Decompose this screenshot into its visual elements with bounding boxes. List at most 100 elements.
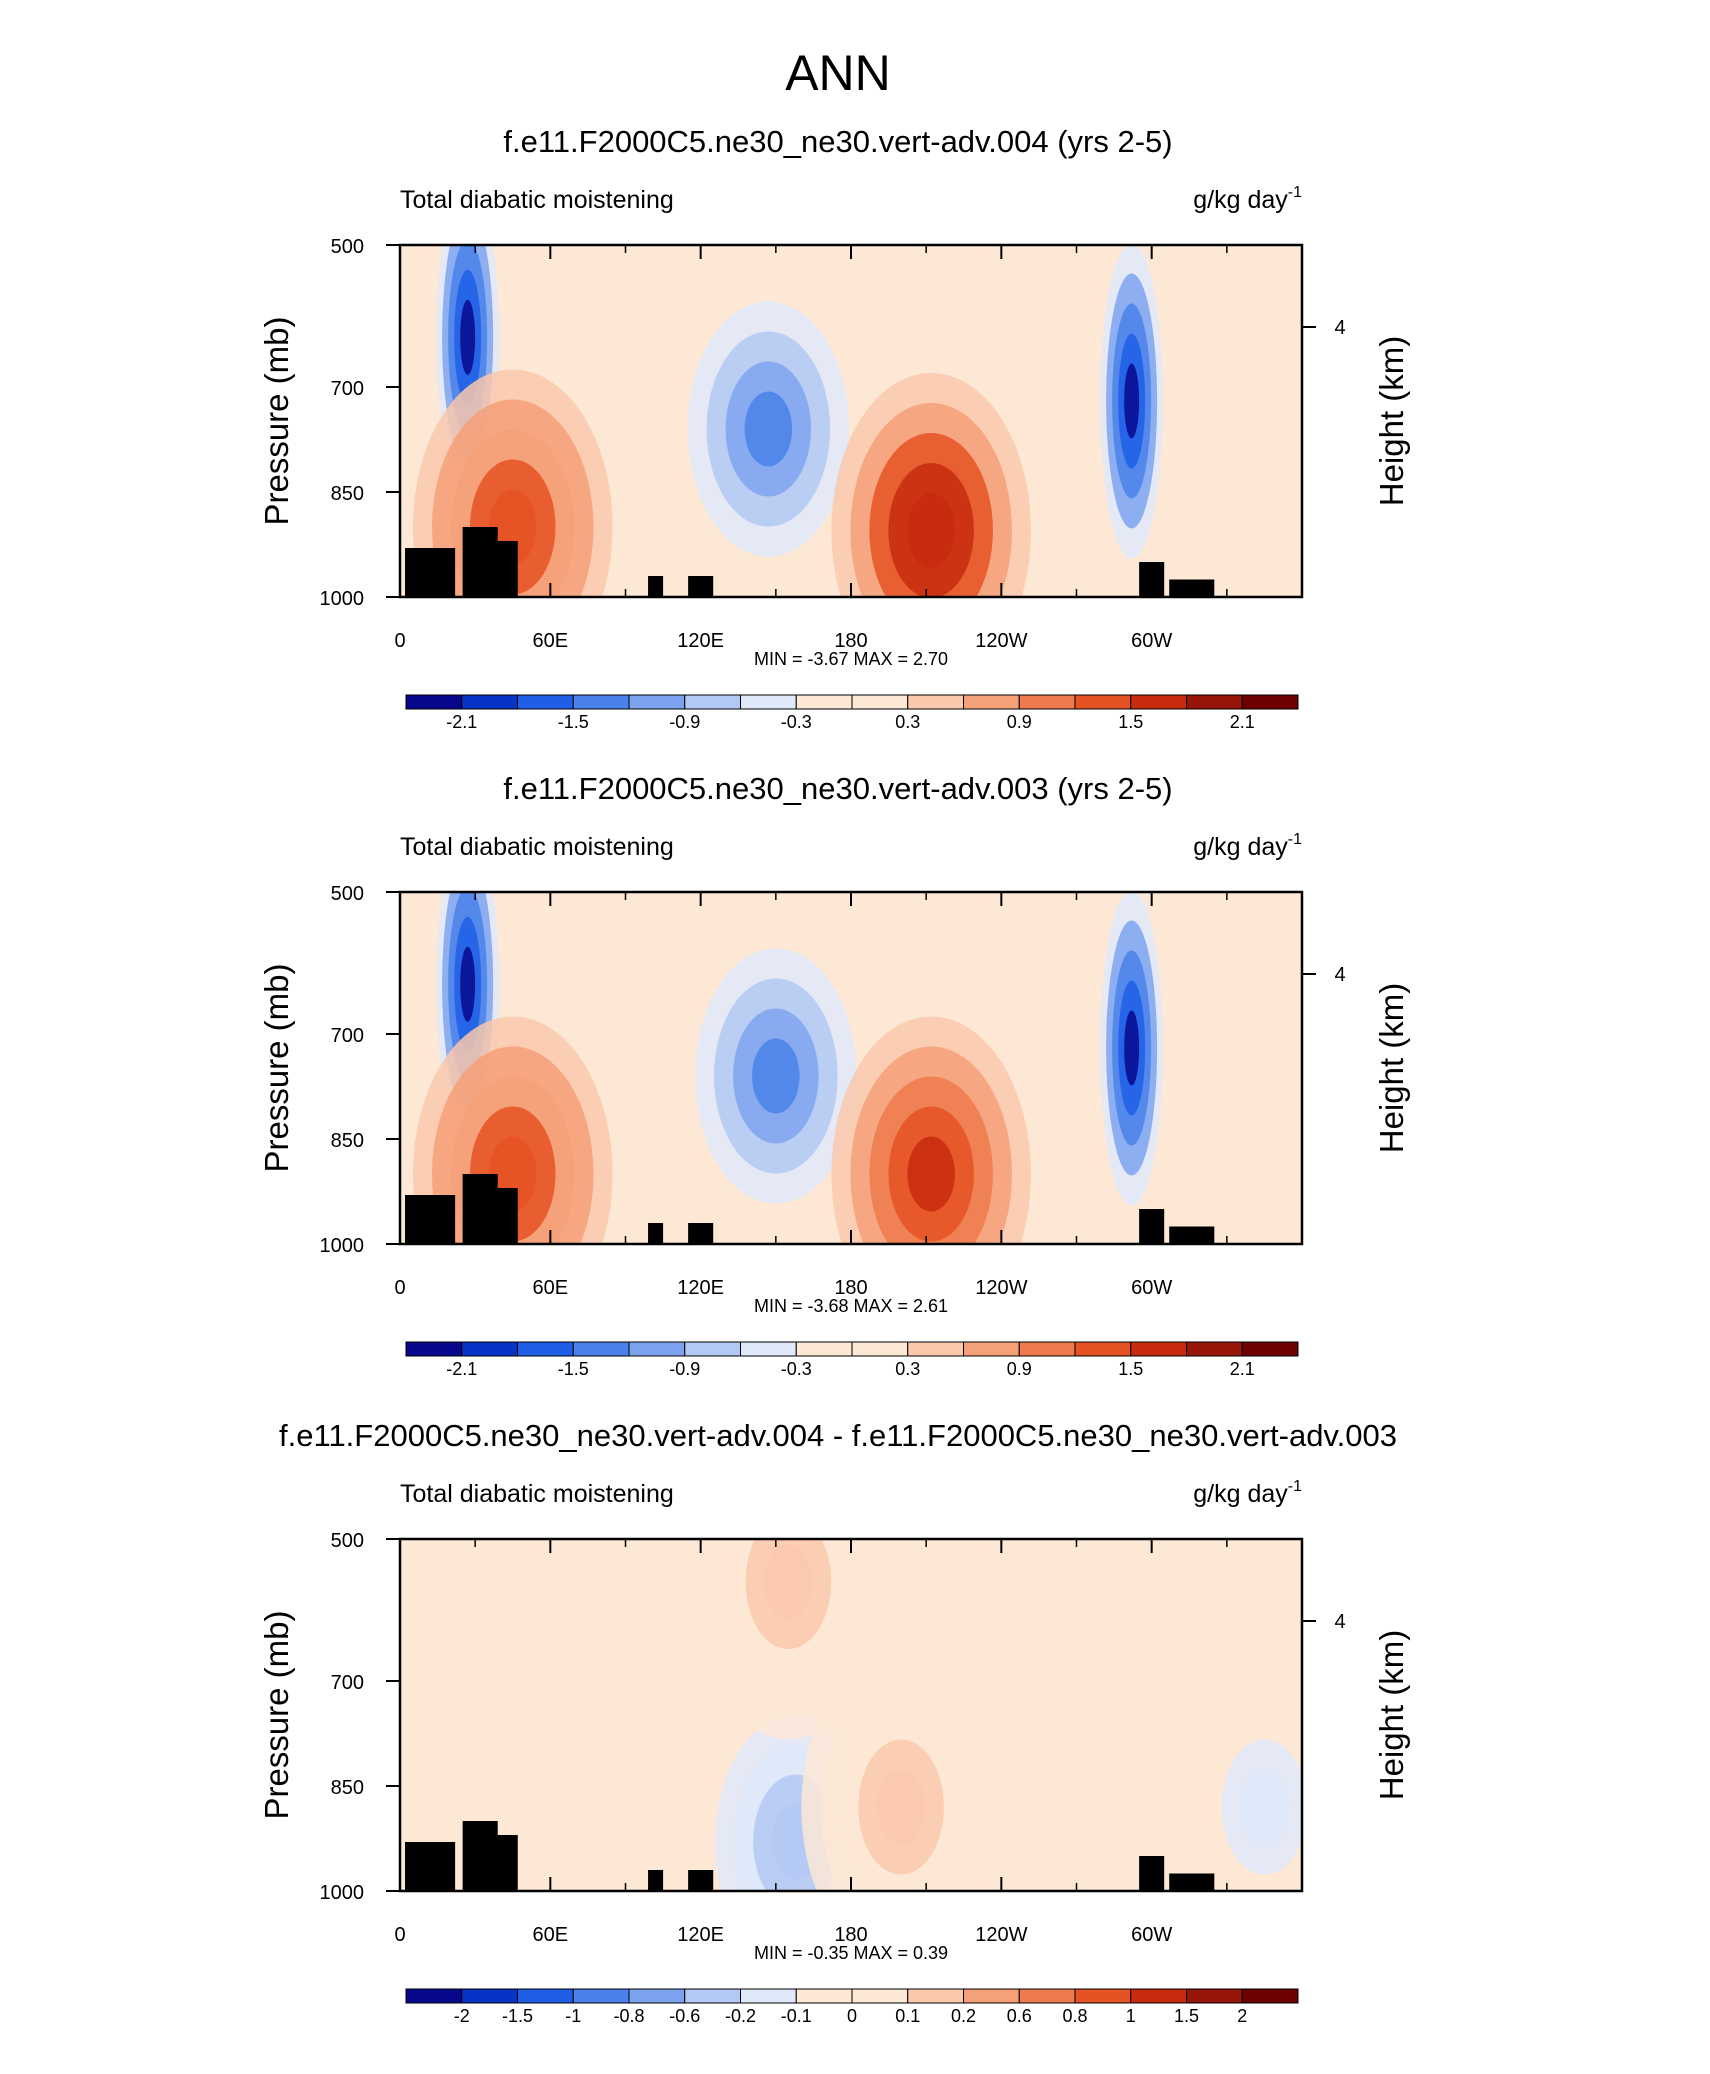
colorbar-label: 0.8: [1062, 2006, 1087, 2026]
colorbar-box: [405, 694, 463, 710]
ytick-label: 500: [331, 1530, 364, 1552]
colorbar-box: [1130, 1341, 1187, 1357]
xtick-label: 180: [834, 1277, 867, 1299]
colorbar-box: [795, 1988, 853, 2004]
topography-mask: [648, 1870, 664, 1891]
contour-feature: [744, 391, 793, 467]
units-label: g/kg day-1: [1193, 831, 1302, 861]
colorbar-box: [740, 1988, 797, 2004]
colorbar-label: -0.6: [669, 2006, 700, 2026]
xtick-label: 60E: [533, 1277, 569, 1299]
xtick-label: 120W: [975, 1277, 1027, 1299]
topography-mask: [405, 1842, 456, 1891]
colorbar-box: [517, 1341, 574, 1357]
colorbar-box: [572, 1988, 630, 2004]
colorbar-label: -1: [565, 2006, 581, 2026]
colorbar-box: [628, 1341, 686, 1357]
topography-mask: [648, 576, 664, 597]
colorbar-box: [740, 1341, 797, 1357]
ytick-label: 1000: [320, 588, 365, 610]
field-label: Total diabatic moistening: [400, 1480, 674, 1508]
ytick-label: 700: [331, 1672, 364, 1694]
colorbar: -2.1 -1.5 -0.9 -0.3 0.3 0.9 1.5 2.1: [405, 694, 1299, 732]
colorbar-box: [628, 694, 686, 710]
topography-mask: [405, 1195, 456, 1244]
topography-mask: [492, 541, 518, 597]
topography-mask: [1169, 1873, 1215, 1891]
topography-mask: [492, 1835, 518, 1891]
ytick-label: 700: [331, 1025, 364, 1047]
colorbar-box: [963, 1988, 1020, 2004]
colorbar-box: [851, 694, 909, 710]
colorbar: -2.1 -1.5 -0.9 -0.3 0.3 0.9 1.5 2.1: [405, 1341, 1299, 1379]
colorbar-box: [517, 1988, 574, 2004]
contour-field: [400, 1539, 1302, 1891]
figure-title: ANN: [785, 45, 891, 101]
topography-mask: [462, 1821, 498, 1891]
ytick-right-label: 4: [1334, 317, 1345, 339]
ytick-label: 500: [331, 883, 364, 905]
colorbar-box: [405, 1341, 463, 1357]
colorbar-label: 0.6: [1007, 2006, 1032, 2026]
colorbar-box: [907, 1341, 964, 1357]
colorbar-label: 0.1: [895, 2006, 920, 2026]
colorbar-box: [1130, 694, 1187, 710]
colorbar-label: 1: [1126, 2006, 1136, 2026]
colorbar-box: [1018, 1988, 1076, 2004]
ylabel-right: Height (km): [1373, 1630, 1410, 1801]
xtick-label: 180: [834, 1924, 867, 1946]
contour-feature: [907, 493, 955, 568]
xtick-label: 120W: [975, 630, 1027, 652]
contour-feature: [764, 1544, 813, 1620]
xtick-label: 60W: [1131, 1277, 1172, 1299]
contour-feature: [1240, 1769, 1289, 1845]
contour-feature: [460, 946, 476, 1022]
contour-feature: [907, 1136, 955, 1212]
colorbar-label: 2: [1237, 2006, 1247, 2026]
topography-mask: [1169, 579, 1215, 597]
panel-2: f.e11.F2000C5.ne30_ne30.vert-adv.003 (yr…: [258, 771, 1410, 1379]
colorbar-box: [1018, 694, 1076, 710]
ytick-label: 1000: [320, 1235, 365, 1257]
xtick-label: 120E: [677, 1277, 724, 1299]
min-max-stats: MIN = -0.35 MAX = 0.39: [754, 1943, 948, 1963]
xtick-label: 180: [834, 630, 867, 652]
colorbar-label: -1.5: [558, 712, 589, 732]
topography-mask: [492, 1188, 518, 1244]
colorbar-box: [461, 694, 518, 710]
contour-feature: [1124, 363, 1140, 439]
ytick-label: 850: [331, 1777, 364, 1799]
colorbar-box: [907, 1988, 964, 2004]
contour-field: [400, 892, 1302, 1244]
ylabel: Pressure (mb): [258, 1610, 295, 1819]
xtick-label: 0: [394, 1924, 405, 1946]
colorbar-label: -0.3: [781, 712, 812, 732]
colorbar-label: -0.2: [725, 2006, 756, 2026]
xtick-label: 60W: [1131, 630, 1172, 652]
ytick-label: 850: [331, 483, 364, 505]
colorbar-label: -1.5: [558, 1359, 589, 1379]
panel-title: f.e11.F2000C5.ne30_ne30.vert-adv.003 (yr…: [503, 771, 1172, 806]
ytick-label: 500: [331, 236, 364, 258]
colorbar-label: -1.5: [502, 2006, 533, 2026]
colorbar-box: [1186, 694, 1243, 710]
contour-feature: [877, 1769, 925, 1845]
colorbar-label: 1.5: [1118, 1359, 1143, 1379]
units-label: g/kg day-1: [1193, 184, 1302, 214]
colorbar-box: [684, 1988, 741, 2004]
contour-feature: [1124, 1010, 1140, 1086]
ytick-right-label: 4: [1334, 964, 1345, 986]
panel-title: f.e11.F2000C5.ne30_ne30.vert-adv.004 (yr…: [503, 124, 1172, 159]
colorbar-box: [628, 1988, 686, 2004]
min-max-stats: MIN = -3.68 MAX = 2.61: [754, 1296, 948, 1316]
xtick-label: 0: [394, 630, 405, 652]
colorbar-box: [795, 1341, 853, 1357]
colorbar-box: [1074, 694, 1132, 710]
topography-mask: [462, 1174, 498, 1244]
panels-container: f.e11.F2000C5.ne30_ne30.vert-adv.004 (yr…: [258, 124, 1410, 2026]
colorbar-label: -0.3: [781, 1359, 812, 1379]
colorbar-box: [572, 1341, 630, 1357]
ytick-right-label: 4: [1334, 1611, 1345, 1633]
colorbar-box: [851, 1341, 909, 1357]
colorbar-box: [1130, 1988, 1187, 2004]
